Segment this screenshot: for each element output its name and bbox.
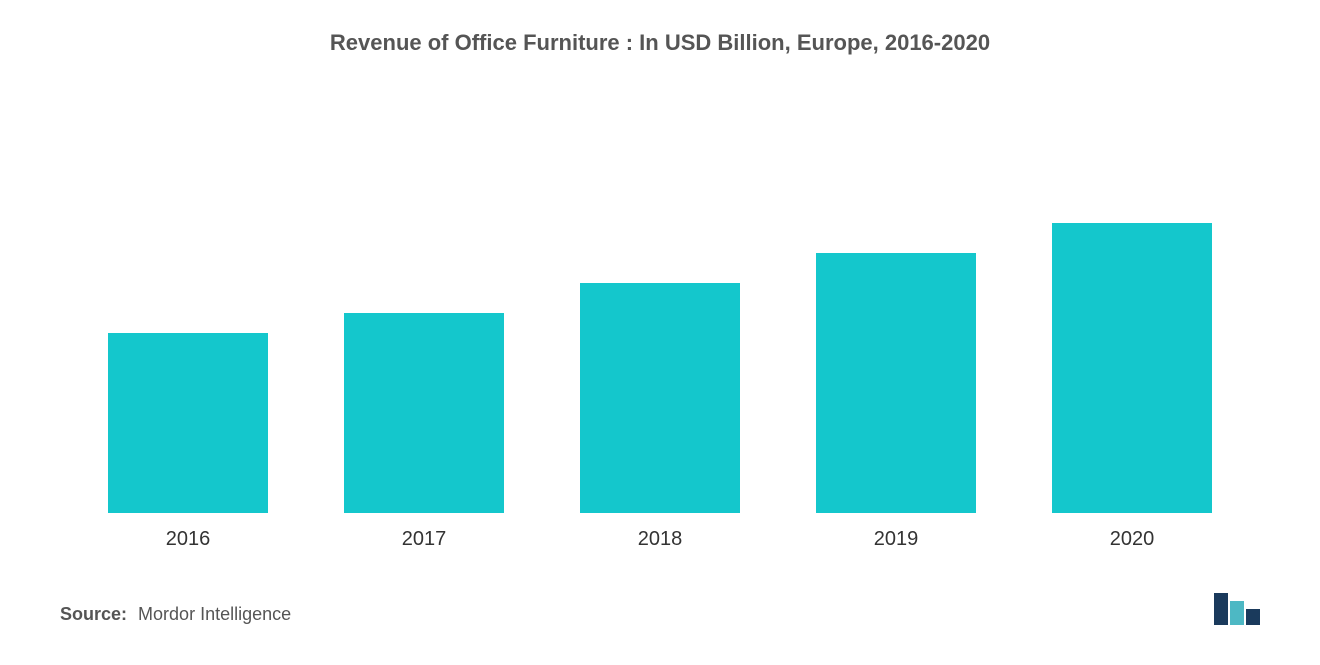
bar-2016 — [108, 333, 268, 513]
bar-wrapper-2020: 2020 — [1014, 76, 1250, 513]
source-name: Mordor Intelligence — [138, 604, 291, 624]
logo-bar-3 — [1246, 609, 1260, 625]
bar-wrapper-2016: 2016 — [70, 76, 306, 513]
bar-2019 — [816, 253, 976, 513]
chart-title: Revenue of Office Furniture : In USD Bil… — [50, 30, 1270, 56]
bar-label-2016: 2016 — [166, 528, 211, 551]
bar-wrapper-2019: 2019 — [778, 76, 1014, 513]
bar-label-2018: 2018 — [638, 528, 683, 551]
bar-wrapper-2017: 2017 — [306, 76, 542, 513]
bar-2018 — [580, 283, 740, 513]
logo-bar-2 — [1230, 601, 1244, 625]
bar-2020 — [1052, 223, 1212, 513]
bar-label-2020: 2020 — [1110, 528, 1155, 551]
chart-container: Revenue of Office Furniture : In USD Bil… — [0, 0, 1320, 665]
bar-label-2017: 2017 — [402, 528, 447, 551]
bar-label-2019: 2019 — [874, 528, 919, 551]
bar-wrapper-2018: 2018 — [542, 76, 778, 513]
source-label: Source: — [60, 604, 127, 624]
source-text: Source: Mordor Intelligence — [60, 604, 291, 625]
mordor-logo-icon — [1214, 593, 1260, 625]
chart-area: 2016 2017 2018 2019 2020 — [50, 76, 1270, 563]
logo-bar-1 — [1214, 593, 1228, 625]
bar-2017 — [344, 313, 504, 513]
chart-footer: Source: Mordor Intelligence — [50, 593, 1270, 625]
